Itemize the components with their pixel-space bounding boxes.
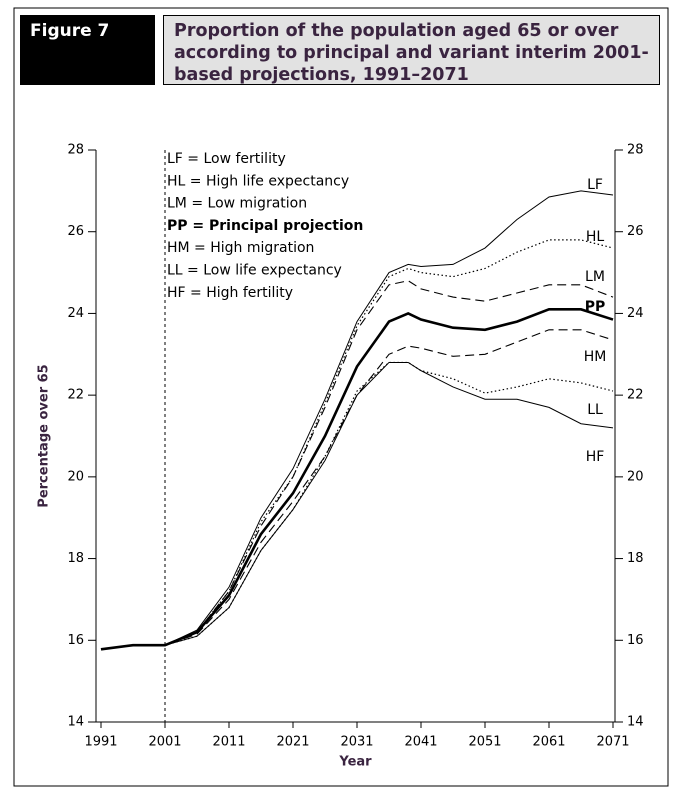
legend-entry: LM = Low migration — [167, 196, 307, 212]
series-line — [100, 329, 614, 650]
legend-entry: HM = High migration — [167, 240, 314, 256]
y-tick-label: 24 — [67, 306, 84, 321]
y2-tick-label: 16 — [627, 633, 644, 648]
series-line — [100, 308, 614, 651]
x-tick-label: 2031 — [340, 735, 373, 750]
y-tick-label: 18 — [67, 551, 84, 566]
line-label: HF — [586, 449, 605, 465]
y2-tick-label: 24 — [627, 306, 644, 321]
y2-tick-label: 18 — [627, 551, 644, 566]
x-tick-label: 2071 — [596, 735, 629, 750]
legend-entry: HF = High fertility — [167, 285, 293, 301]
y2-tick-label: 26 — [627, 224, 644, 239]
line-label: HM — [584, 349, 607, 365]
x-axis-label: Year — [338, 755, 372, 770]
legend-entry: PP = Principal projection — [167, 218, 363, 234]
x-tick-label: 1991 — [84, 735, 117, 750]
x-tick-label: 2011 — [212, 735, 245, 750]
series-line — [100, 361, 614, 650]
line-label: HL — [586, 229, 605, 245]
line-label: PP — [585, 299, 606, 315]
x-tick-label: 2061 — [532, 735, 565, 750]
frame — [13, 7, 669, 787]
figure-label: Figure 7 — [20, 15, 155, 85]
series-line — [100, 280, 614, 650]
y-tick-label: 14 — [67, 715, 84, 730]
series-line — [100, 361, 614, 650]
x-tick-label: 2041 — [404, 735, 437, 750]
series-line — [100, 239, 614, 650]
x-tick-label: 2051 — [468, 735, 501, 750]
y-tick-label: 20 — [67, 469, 84, 484]
y-axis-label: Percentage over 65 — [37, 364, 52, 507]
y-tick-label: 26 — [67, 224, 84, 239]
y-tick-label: 16 — [67, 633, 84, 648]
y-tick-label: 28 — [67, 143, 84, 158]
x-tick-label: 2021 — [276, 735, 309, 750]
line-label: LL — [587, 402, 603, 418]
y2-tick-label: 14 — [627, 715, 644, 730]
x-tick-label: 2001 — [148, 735, 181, 750]
legend-entry: LF = Low fertility — [167, 151, 286, 167]
line-label: LM — [585, 269, 605, 285]
y2-tick-label: 20 — [627, 469, 644, 484]
line-label: LF — [587, 177, 603, 193]
y2-tick-label: 28 — [627, 143, 644, 158]
chart-title: Proportion of the population aged 65 or … — [163, 15, 660, 85]
legend-entry: HL = High life expectancy — [167, 173, 349, 189]
y2-tick-label: 22 — [627, 388, 644, 403]
legend-entry: LL = Low life expectancy — [167, 263, 342, 279]
y-tick-label: 22 — [67, 388, 84, 403]
series-line — [100, 190, 614, 650]
